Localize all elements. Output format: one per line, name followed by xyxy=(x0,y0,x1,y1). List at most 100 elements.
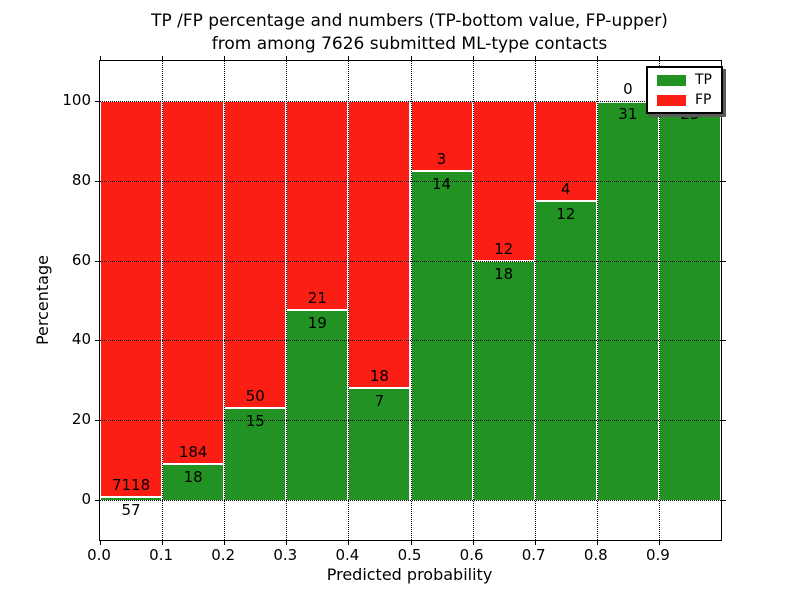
bar-tp-segment xyxy=(348,388,411,500)
x-tick-mark-top xyxy=(410,56,412,61)
x-tick-mark-top xyxy=(534,56,536,61)
x-tick-mark-top xyxy=(162,56,164,61)
x-gridline xyxy=(224,61,226,540)
x-tick-mark-top xyxy=(286,56,288,61)
y-tick-mark xyxy=(95,180,100,182)
plot-area: TP FP 7118 57 184 18 50 15 21 19 18 7 3 14 12 18 4 12 0 3… xyxy=(95,56,726,545)
bar-tp-segment xyxy=(410,171,473,500)
y-tick-mark-right xyxy=(721,260,726,262)
bar-tp-segment xyxy=(658,101,721,500)
y-tick-label: 60 xyxy=(71,250,91,269)
y-tick-label: 80 xyxy=(71,170,91,189)
x-tick-mark xyxy=(534,540,536,545)
y-tick-mark xyxy=(95,101,100,102)
bar-fp-segment xyxy=(162,101,225,465)
x-tick-mark-top xyxy=(224,56,226,61)
tp-count-label: 12 xyxy=(556,204,576,223)
y-tick-mark-right xyxy=(721,420,726,422)
x-gridline xyxy=(472,61,474,540)
y-axis-label: Percentage xyxy=(33,255,52,346)
x-tick-label: 0.0 xyxy=(87,546,111,564)
x-gridline xyxy=(658,61,660,540)
x-axis-label: Predicted probability xyxy=(326,565,493,584)
y-tick-mark-right xyxy=(721,500,726,501)
tp-count-label: 31 xyxy=(618,105,638,123)
fp-count-label: 18 xyxy=(369,367,389,386)
fp-count-label: 184 xyxy=(178,443,208,462)
y-tick-mark-right xyxy=(721,180,726,182)
x-tick-label: 0.1 xyxy=(149,546,174,564)
fp-count-label: 4 xyxy=(560,179,571,198)
legend-item-tp: TP xyxy=(657,73,712,87)
x-tick-mark xyxy=(410,540,412,545)
bar-tp-segment xyxy=(472,260,535,500)
y-gridline xyxy=(100,340,721,342)
y-tick-label: 0 xyxy=(81,490,91,508)
x-tick-mark xyxy=(162,540,164,545)
x-tick-mark xyxy=(224,540,226,545)
x-tick-mark-top xyxy=(658,56,660,61)
bar-tp-segment xyxy=(596,101,659,500)
x-tick-mark xyxy=(658,540,660,545)
y-tick-mark xyxy=(95,420,100,422)
x-gridline xyxy=(162,61,164,540)
x-tick-mark-top xyxy=(348,56,350,61)
y-tick-mark xyxy=(95,260,100,262)
x-tick-mark-top xyxy=(472,56,474,61)
y-tick-mark xyxy=(95,500,100,501)
fp-count-label: 12 xyxy=(494,239,514,258)
bar-tp-segment xyxy=(286,310,349,500)
x-tick-mark-top xyxy=(596,56,598,61)
tp-count-label: 15 xyxy=(245,411,265,430)
x-gridline xyxy=(596,61,598,540)
tp-count-label: 14 xyxy=(432,175,452,194)
chart-title-line1: TP /FP percentage and numbers (TP-bottom… xyxy=(151,11,668,31)
y-tick-label: 40 xyxy=(71,330,91,349)
y-tick-mark-right xyxy=(721,101,726,102)
x-tick-label: 0.6 xyxy=(459,546,484,564)
y-gridline xyxy=(100,180,721,182)
x-gridline xyxy=(410,61,412,540)
x-tick-label: 0.3 xyxy=(273,546,298,564)
tp-count-label: 7 xyxy=(374,392,385,411)
y-tick-label: 100 xyxy=(62,91,91,109)
bar-tp-segment xyxy=(534,200,597,500)
tp-count-label: 18 xyxy=(494,264,514,283)
legend: TP FP xyxy=(646,66,723,114)
x-tick-label: 0.7 xyxy=(521,546,546,564)
fp-count-label: 0 xyxy=(623,80,633,98)
bar-fp-segment xyxy=(348,101,411,389)
fp-swatch-icon xyxy=(657,94,686,106)
tp-count-label: 18 xyxy=(183,468,203,487)
x-tick-mark xyxy=(348,540,350,545)
fp-count-label: 7118 xyxy=(111,475,151,494)
fp-count-label: 3 xyxy=(436,150,447,169)
tp-count-label: 57 xyxy=(121,500,141,519)
y-tick-mark-right xyxy=(721,340,726,342)
x-tick-mark xyxy=(472,540,474,545)
y-gridline xyxy=(100,101,721,102)
bar-tp-segment xyxy=(224,407,287,500)
x-tick-label: 0.4 xyxy=(335,546,360,564)
chart-title: TP /FP percentage and numbers (TP-bottom… xyxy=(99,10,720,56)
y-gridline xyxy=(100,420,721,422)
bar-tp-segment xyxy=(100,496,163,500)
x-tick-mark xyxy=(286,540,288,545)
x-tick-mark xyxy=(100,540,101,545)
fp-count-label: 50 xyxy=(245,386,265,405)
x-gridline xyxy=(286,61,288,540)
tp-count-label: 19 xyxy=(307,314,327,333)
bar-fp-segment xyxy=(286,101,349,311)
bar-fp-segment xyxy=(224,101,287,408)
x-tick-label: 0.8 xyxy=(583,546,608,564)
legend-label-fp: FP xyxy=(695,92,712,108)
x-tick-mark-top xyxy=(100,56,101,61)
fp-count-label: 21 xyxy=(307,289,327,308)
bar-fp-segment xyxy=(100,101,163,497)
legend-label-tp: TP xyxy=(695,72,712,88)
x-tick-label: 0.9 xyxy=(645,546,670,564)
y-gridline xyxy=(100,260,721,262)
x-gridline xyxy=(534,61,536,540)
y-gridline xyxy=(100,500,721,501)
